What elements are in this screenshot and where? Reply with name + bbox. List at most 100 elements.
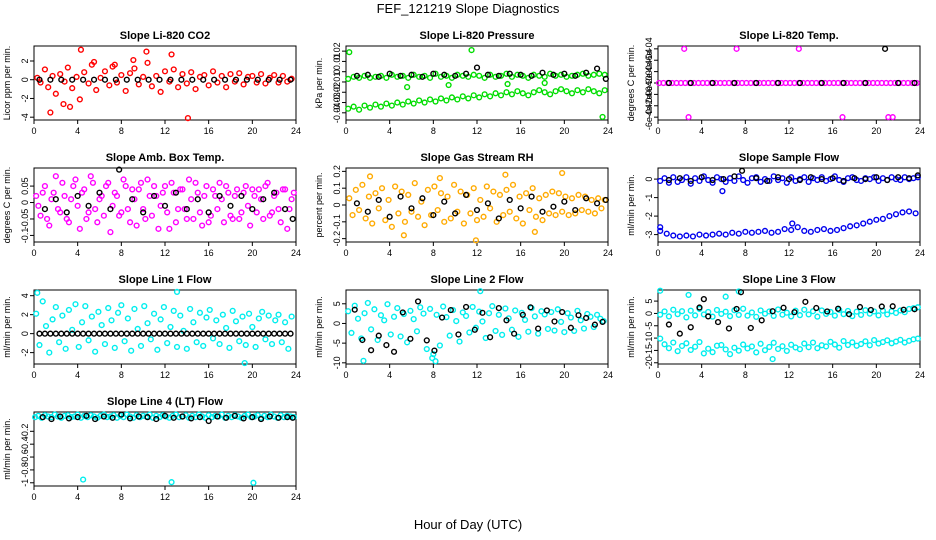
data-point (262, 80, 269, 87)
data-point (487, 334, 494, 341)
data-point (188, 196, 195, 203)
data-point (535, 325, 542, 332)
data-point (827, 227, 834, 235)
data-point (118, 330, 125, 337)
data-point (484, 71, 492, 78)
data-point (227, 202, 234, 209)
data-point (144, 176, 151, 183)
chart-panel-sampleflow: Slope Sample Flow 0 4 8 12 16 20 24 -3 -2 -1 0 ml/mi… (626, 152, 925, 258)
data-point (417, 304, 424, 311)
data-point (709, 179, 716, 186)
data-point (238, 209, 245, 216)
data-point (175, 206, 182, 213)
data-point (203, 182, 210, 190)
data-point (802, 298, 809, 305)
data-point (388, 102, 395, 109)
x-tick-label: 24 (603, 248, 613, 258)
x-tick-label: 4 (75, 370, 80, 380)
data-point (719, 188, 726, 195)
data-point (796, 79, 804, 87)
data-point (457, 188, 464, 195)
data-point (227, 212, 234, 219)
data-point (718, 341, 725, 349)
data-point (200, 76, 207, 83)
y-axis-label: ml/min per min. (2, 418, 12, 480)
chart-title: Slope Line 1 Flow (119, 274, 212, 286)
data-point (831, 341, 838, 348)
data-point (862, 79, 869, 87)
data-point (657, 335, 664, 342)
data-point (545, 210, 553, 217)
data-point (565, 211, 572, 219)
data-point (911, 79, 918, 87)
data-point (140, 73, 147, 81)
data-point (257, 415, 265, 423)
data-point (809, 308, 817, 315)
plot-frame (345, 45, 609, 121)
data-point (229, 307, 236, 314)
data-point (385, 196, 392, 204)
data-point (480, 213, 487, 220)
data-point (140, 209, 147, 216)
data-point (65, 415, 73, 422)
data-point (359, 336, 366, 344)
data-point (156, 330, 163, 337)
data-point (875, 312, 882, 319)
data-point (748, 229, 755, 236)
data-point (805, 344, 812, 351)
data-point (460, 220, 468, 227)
data-point (450, 181, 458, 188)
data-point (836, 306, 843, 314)
data-point (419, 195, 426, 202)
data-point (496, 191, 504, 199)
data-point (801, 340, 808, 347)
data-point (153, 415, 160, 423)
data-point (542, 191, 549, 199)
data-point (90, 76, 98, 83)
data-point (561, 329, 568, 336)
data-point (449, 306, 457, 314)
data-point (353, 200, 361, 207)
data-point (260, 330, 267, 337)
data-point (539, 208, 546, 215)
data-point (506, 196, 513, 204)
data-point (96, 189, 103, 196)
data-point (432, 98, 439, 105)
data-point (593, 65, 601, 72)
x-tick-label: 0 (655, 248, 660, 258)
data-point (46, 222, 53, 229)
data-point (188, 415, 195, 422)
data-point (521, 316, 529, 324)
data-point (129, 330, 136, 337)
data-point (232, 76, 240, 83)
data-point (657, 311, 664, 318)
data-point (289, 215, 296, 223)
data-point (183, 330, 190, 337)
data-point (470, 185, 477, 192)
data-point (471, 326, 478, 333)
data-point (577, 317, 584, 324)
data-point (722, 308, 729, 315)
data-point (88, 313, 95, 320)
data-point (452, 210, 459, 217)
data-points (33, 166, 297, 236)
data-point (170, 307, 177, 314)
data-point (260, 196, 267, 203)
x-tick-label: 24 (603, 126, 613, 136)
data-point (111, 61, 118, 68)
data-point (161, 412, 169, 419)
data-point (166, 225, 173, 232)
data-point (813, 304, 820, 312)
data-point (249, 414, 256, 421)
data-point (766, 308, 773, 315)
data-point (676, 233, 683, 240)
data-point (555, 190, 562, 197)
data-point (871, 336, 878, 344)
data-point (154, 346, 161, 353)
data-point (62, 345, 69, 352)
x-tick-label: 0 (31, 248, 36, 258)
data-point (851, 175, 858, 182)
data-point (287, 76, 294, 83)
data-point (443, 97, 450, 104)
x-tick-label: 4 (387, 126, 392, 136)
